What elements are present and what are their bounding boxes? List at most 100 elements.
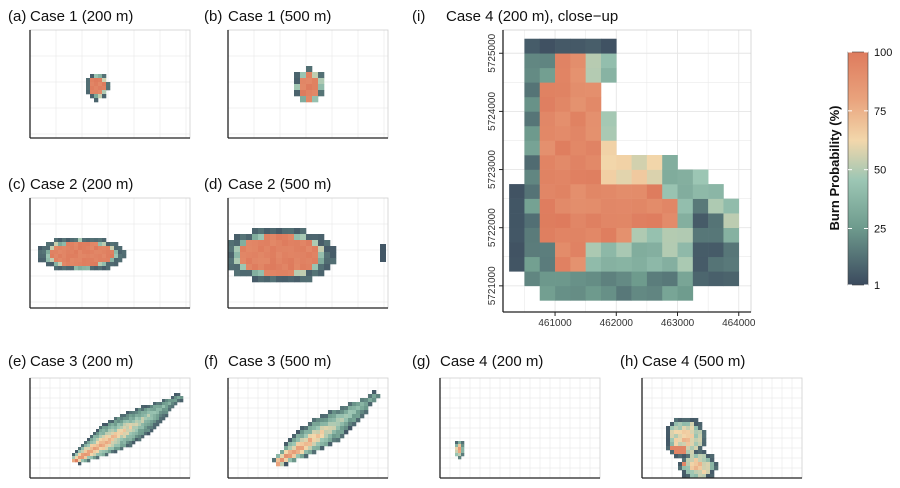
heat-cell [646, 213, 663, 228]
heat-cell [135, 435, 139, 439]
heat-cell [300, 78, 307, 85]
heat-cell [631, 169, 648, 185]
heat-cell [570, 256, 586, 272]
heat-cell [114, 444, 118, 448]
heat-cell [318, 264, 325, 271]
heat-cell [458, 450, 462, 454]
heat-cell [98, 250, 103, 255]
heat-cell [316, 422, 321, 427]
heat-cell [87, 447, 91, 451]
heat-cell [686, 418, 691, 423]
heat-cell [108, 423, 112, 427]
heat-cell [66, 250, 71, 255]
heat-cell [692, 198, 709, 214]
heat-cell [646, 242, 663, 258]
heat-cell [280, 458, 285, 463]
heat-cell [102, 82, 107, 87]
heat-cell [308, 426, 313, 431]
heat-cell [117, 447, 121, 451]
heat-cell [78, 238, 83, 243]
heat-cell [70, 238, 75, 243]
heat-cell [340, 422, 345, 427]
heat-cell [555, 82, 571, 98]
heat-cell [690, 466, 695, 471]
heat-cell [74, 242, 79, 247]
heat-cell [102, 450, 106, 454]
heat-cell [344, 418, 349, 423]
heat-cell [692, 184, 709, 199]
heat-cell [336, 414, 341, 419]
heat-cell [698, 422, 703, 427]
heat-cell [330, 252, 337, 259]
heat-cell [555, 96, 571, 112]
heat-cell [98, 238, 103, 243]
heat-cell [126, 429, 130, 433]
heat-cell [316, 434, 321, 439]
heat-cell [105, 450, 109, 454]
heat-cell [162, 414, 166, 418]
heat-cell [123, 432, 127, 436]
heat-cell [312, 418, 317, 423]
heat-cell [324, 426, 329, 431]
heat-cell [174, 399, 178, 403]
heat-cell [168, 405, 172, 409]
heat-cell [666, 438, 671, 443]
heat-cell [159, 408, 163, 412]
heat-cell [509, 198, 525, 214]
heat-cell [360, 398, 365, 403]
heat-cell [58, 250, 63, 255]
heat-cell [524, 38, 541, 54]
heat-cell [264, 252, 271, 259]
heat-cell [270, 228, 277, 235]
heat-cell [631, 242, 648, 258]
heat-cell [93, 450, 97, 454]
heat-cell [686, 446, 691, 451]
heat-cell [94, 238, 99, 243]
heat-cell [708, 213, 724, 228]
heat-cell [694, 462, 699, 467]
heat-cell [455, 450, 459, 454]
heat-cell [318, 84, 325, 91]
heat-cell [600, 53, 617, 69]
heat-cell [670, 434, 675, 439]
heat-cell [70, 266, 75, 271]
heat-cell [690, 430, 695, 435]
heat-cell [234, 234, 241, 241]
heat-cell [276, 458, 281, 463]
heat-cell [99, 438, 103, 442]
heat-cell [306, 246, 313, 253]
heat-cell [147, 420, 151, 424]
heat-cell [123, 435, 127, 439]
heat-cell [284, 450, 289, 455]
panel-c-plot [29, 197, 191, 309]
heat-cell [555, 125, 571, 141]
heat-cell [282, 276, 289, 283]
heat-cell [111, 420, 115, 424]
heat-cell [344, 422, 349, 427]
heat-cell [692, 213, 709, 228]
heat-cell [555, 169, 571, 185]
heat-cell [276, 252, 283, 259]
heat-cell [153, 414, 157, 418]
heat-cell [723, 213, 740, 228]
heat-cell [318, 240, 325, 247]
heat-cell [228, 252, 235, 259]
panel-e-title: Case 3 (200 m) [30, 353, 133, 370]
heat-cell [304, 434, 309, 439]
heat-cell [600, 285, 617, 301]
heat-cell [75, 456, 79, 460]
panel-f-title: Case 3 (500 m) [228, 353, 331, 370]
heat-cell [690, 470, 695, 475]
heat-cell [332, 438, 337, 443]
heat-cell [686, 430, 691, 435]
heat-cell [296, 446, 301, 451]
heat-cell [524, 271, 541, 287]
heat-cell [110, 242, 115, 247]
heat-cell [90, 82, 95, 87]
heat-cell [50, 262, 55, 267]
heat-cell [165, 408, 169, 412]
x-tick-label: 462000 [600, 318, 634, 329]
heat-cell [336, 418, 341, 423]
heat-cell [135, 432, 139, 436]
heat-cell [324, 252, 331, 259]
